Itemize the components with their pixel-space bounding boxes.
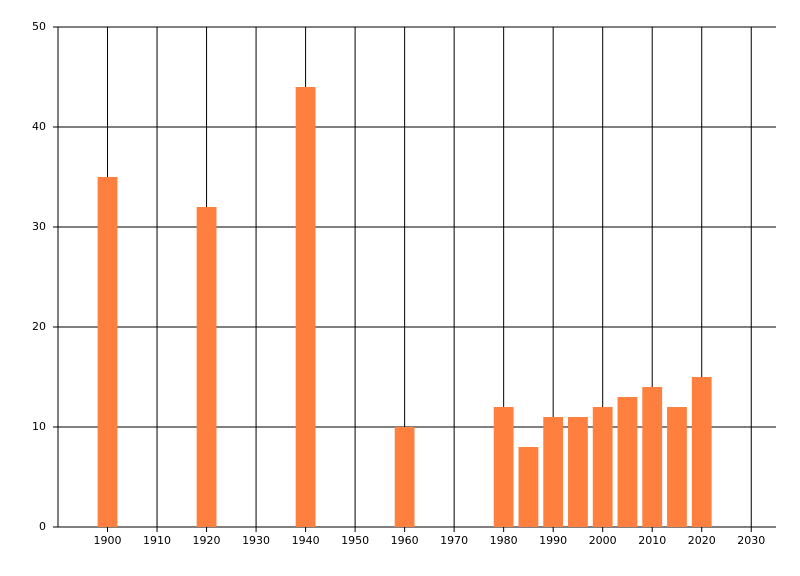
x-tick-label: 1980 <box>490 534 518 547</box>
y-tick-label: 20 <box>32 320 46 333</box>
x-tick-label: 2010 <box>638 534 666 547</box>
x-tick-label: 2000 <box>589 534 617 547</box>
x-tick-label: 1900 <box>94 534 122 547</box>
bar <box>295 87 316 527</box>
bar <box>592 407 613 527</box>
x-tick-label: 1990 <box>539 534 567 547</box>
x-tick-label: 1960 <box>391 534 419 547</box>
x-tick-label: 1970 <box>440 534 468 547</box>
bar <box>642 387 663 527</box>
x-tick-label: 2030 <box>737 534 765 547</box>
y-tick-label: 50 <box>32 20 46 33</box>
bar <box>667 407 687 527</box>
x-tick-label: 2020 <box>688 534 716 547</box>
x-tick-label: 1930 <box>242 534 270 547</box>
bar <box>196 207 217 527</box>
y-tick-label: 10 <box>32 420 46 433</box>
x-tick-label: 1920 <box>193 534 221 547</box>
x-tick-label: 1940 <box>292 534 320 547</box>
bar <box>518 447 539 527</box>
bar <box>97 177 118 527</box>
bar <box>543 417 564 527</box>
bar <box>691 377 712 527</box>
bar <box>394 427 415 527</box>
y-tick-label: 0 <box>39 520 46 533</box>
bar <box>493 407 514 527</box>
bar <box>617 397 638 527</box>
y-tick-label: 40 <box>32 120 46 133</box>
x-tick-label: 1910 <box>143 534 171 547</box>
y-tick-label: 30 <box>32 220 46 233</box>
bar <box>568 417 588 527</box>
x-tick-label: 1950 <box>341 534 369 547</box>
